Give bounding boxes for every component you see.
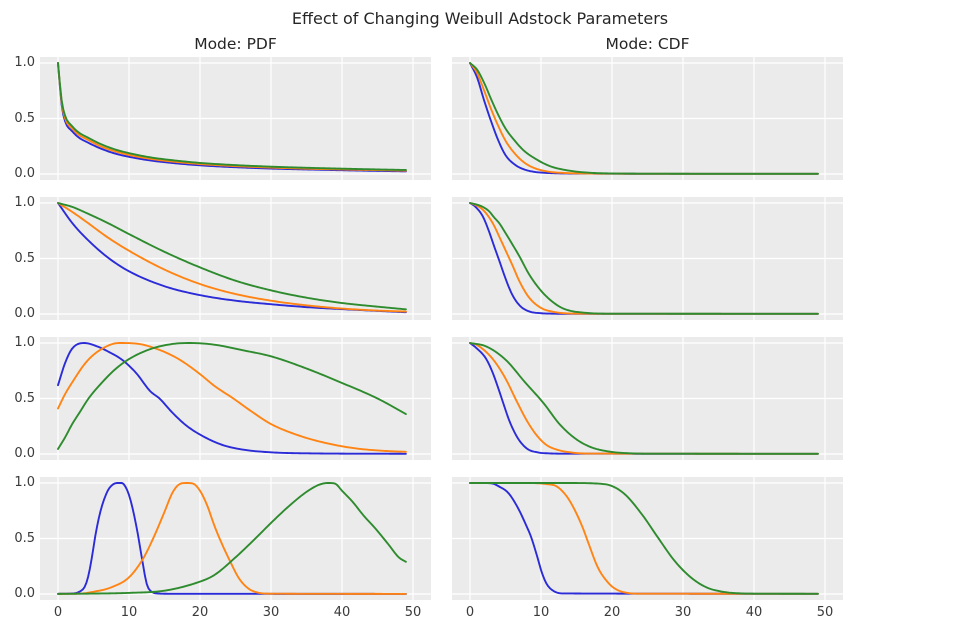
series-line-green [57,62,407,171]
plot-canvas-row2-cdf [452,197,843,320]
series-line-green [57,202,407,311]
column-title-cdf: Mode: CDF [605,35,690,53]
y-tick-label: 0.5 [14,250,35,266]
subplot-row3-pdf [40,337,431,460]
y-tick-label: 1.0 [14,55,35,70]
series-line-green [57,342,407,450]
x-tick-label: 30 [674,605,692,620]
y-tick-label: 1.0 [14,335,35,350]
subplot-row1-cdf [452,57,843,180]
x-tick-label: 20 [603,605,621,620]
series-line-green [469,202,819,315]
subplot-row1-pdf [40,57,431,180]
y-tick-label: 0.5 [14,110,35,126]
x-tick-label: 0 [53,605,63,620]
y-tick-label: 1.0 [14,475,35,490]
y-tick-label: 0.0 [14,586,35,601]
y-tick-label: 0.0 [14,446,35,461]
plot-canvas-row2-pdf [40,197,431,320]
x-tick-label: 50 [404,605,422,620]
x-tick-label: 20 [191,605,209,620]
plot-canvas-row4-cdf [452,477,843,600]
y-tick-label: 0.5 [14,530,35,546]
x-tick-label: 0 [465,605,475,620]
figure-title: Effect of Changing Weibull Adstock Param… [291,9,669,28]
y-tick-label: 0.0 [14,306,35,321]
x-tick-label: 40 [333,605,351,620]
y-tick-label: 0.5 [14,390,35,406]
plot-canvas-row3-pdf [40,337,431,460]
plot-canvas-row4-pdf [40,477,431,600]
column-title-pdf: Mode: PDF [194,35,277,53]
series-line-green [469,342,819,455]
series-line-orange [57,202,407,313]
x-tick-label: 30 [262,605,280,620]
plot-canvas-row1-pdf [40,57,431,180]
subplot-row2-cdf [452,197,843,320]
series-line-green [469,482,819,595]
series-line-green [469,62,819,175]
y-tick-label: 1.0 [14,195,35,210]
subplot-row4-pdf [40,477,431,600]
plot-canvas-row1-cdf [452,57,843,180]
subplot-row2-pdf [40,197,431,320]
subplot-row3-cdf [452,337,843,460]
series-line-orange [57,482,407,595]
subplot-row4-cdf [452,477,843,600]
x-tick-label: 10 [120,605,138,620]
series-line-green [57,482,407,595]
x-tick-label: 10 [532,605,550,620]
x-tick-label: 40 [745,605,763,620]
y-tick-label: 0.0 [14,166,35,181]
plot-canvas-row3-cdf [452,337,843,460]
x-tick-label: 50 [816,605,834,620]
series-line-blue [57,342,407,455]
series-line-orange [57,342,407,453]
